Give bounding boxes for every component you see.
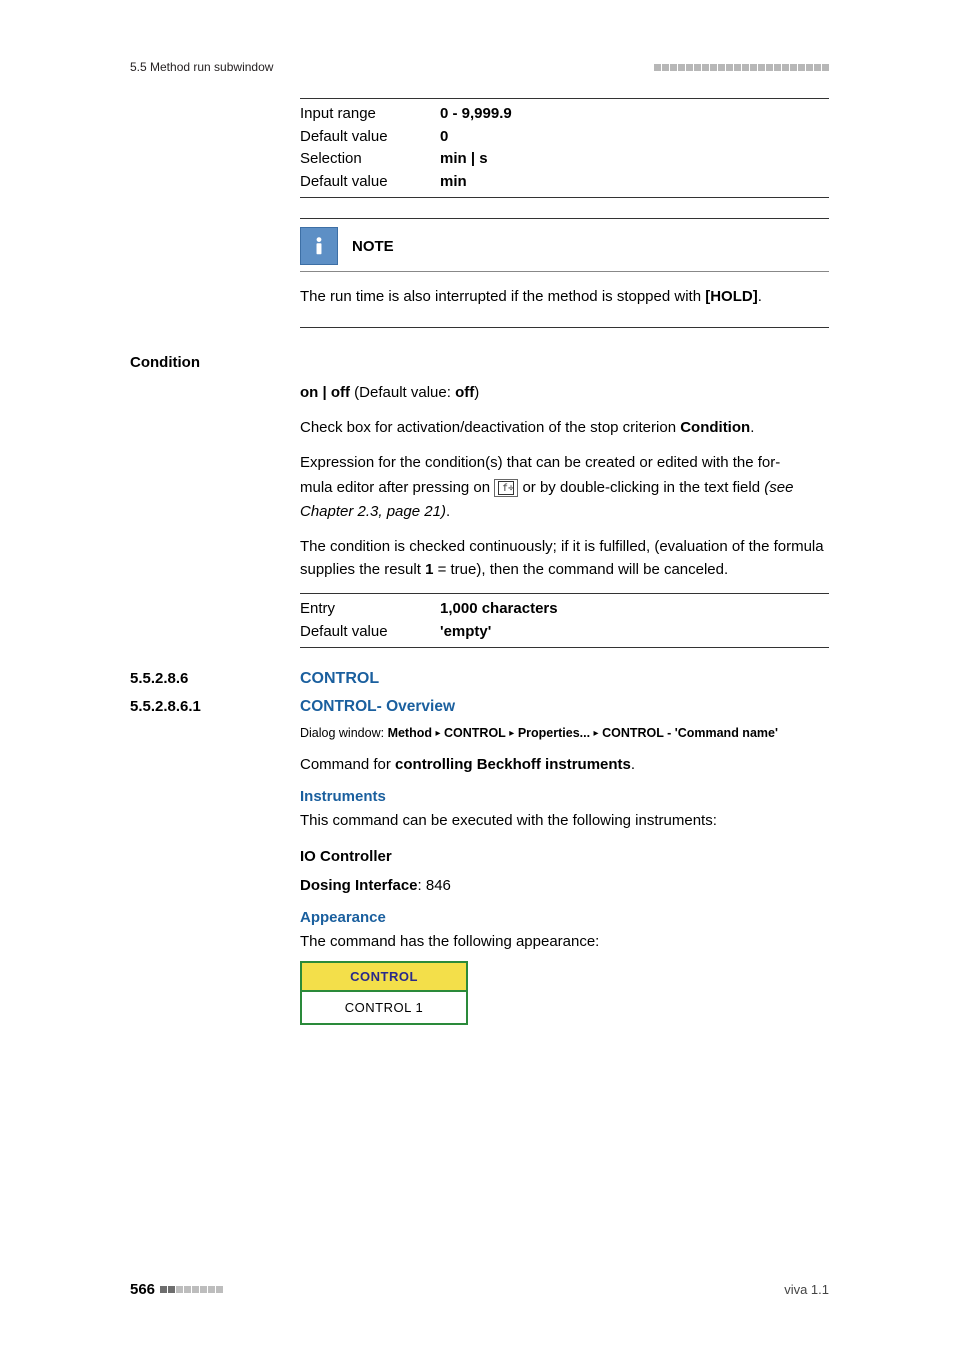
note-header: NOTE: [300, 227, 829, 272]
spec-row: Default value min: [300, 171, 829, 194]
section-title: CONTROL- Overview: [300, 698, 455, 716]
triangle-icon: ▸: [509, 728, 514, 739]
io-controller: IO Controller: [300, 845, 829, 868]
control-command-widget: CONTROL CONTROL 1: [300, 961, 468, 1025]
section-title: CONTROL: [300, 670, 379, 688]
dialog-part: Method: [388, 726, 432, 740]
triangle-icon: ▸: [594, 728, 599, 739]
dot: .: [446, 503, 450, 520]
spec-value: min | s: [440, 148, 488, 171]
subheading-instruments: Instruments: [300, 788, 829, 805]
dialog-part: Properties...: [518, 726, 590, 740]
footer-ornament: [159, 1286, 223, 1293]
appearance-desc: The command has the following appearance…: [300, 930, 829, 953]
spec-table-input-range: Input range 0 - 9,999.9 Default value 0 …: [300, 98, 829, 198]
condition-expression-line2: mula editor after pressing on f÷ or by d…: [300, 476, 829, 523]
info-icon: [300, 227, 338, 265]
triangle-icon: ▸: [435, 728, 440, 739]
spec-label: Input range: [300, 103, 440, 126]
control-command-desc: Command for controlling Beckhoff instrum…: [300, 753, 829, 776]
dosing-interface: Dosing Interface: 846: [300, 874, 829, 897]
spec-label: Default value: [300, 126, 440, 149]
spec-value: 1,000 characters: [440, 598, 558, 621]
page-header: 5.5 Method run subwindow: [130, 60, 829, 74]
condition-onoff: on | off (Default value: off): [300, 381, 829, 404]
spec-table-entry: Entry 1,000 characters Default value 'em…: [300, 593, 829, 648]
spec-row: Selection min | s: [300, 148, 829, 171]
text-pre: mula editor after pressing on: [300, 479, 494, 496]
page-footer: 566 viva 1.1: [130, 1281, 829, 1298]
header-section-label: 5.5 Method run subwindow: [130, 60, 273, 74]
spec-label: Default value: [300, 171, 440, 194]
subheading-appearance: Appearance: [300, 909, 829, 926]
dialog-label: Dialog window:: [300, 726, 384, 740]
note-title: NOTE: [352, 238, 394, 255]
spec-row: Default value 'empty': [300, 621, 829, 644]
section-number: 5.5.2.8.6: [130, 670, 300, 687]
section-number: 5.5.2.8.6.1: [130, 698, 300, 715]
spec-value: 0: [440, 126, 448, 149]
spec-value: 0 - 9,999.9: [440, 103, 512, 126]
footer-left: 566: [130, 1281, 223, 1298]
dialog-window-path: Dialog window: Method ▸ CONTROL ▸ Proper…: [300, 724, 829, 743]
condition-checkbox-desc: Check box for activation/deactivation of…: [300, 416, 829, 439]
note-box: NOTE The run time is also interrupted if…: [300, 218, 829, 328]
dialog-part: CONTROL: [444, 726, 506, 740]
spec-label: Selection: [300, 148, 440, 171]
control-widget-header: CONTROL: [302, 963, 466, 992]
dialog-part: CONTROL - 'Command name': [602, 726, 778, 740]
spec-row: Default value 0: [300, 126, 829, 149]
svg-text:f÷: f÷: [502, 483, 514, 494]
formula-editor-icon[interactable]: f÷: [494, 479, 518, 497]
spec-value: min: [440, 171, 467, 194]
instruments-desc: This command can be executed with the fo…: [300, 809, 829, 832]
spec-row: Entry 1,000 characters: [300, 598, 829, 621]
condition-check-desc: The condition is checked continuously; i…: [300, 535, 829, 582]
section-heading-control-overview: 5.5.2.8.6.1 CONTROL- Overview: [130, 698, 829, 716]
header-ornament: [653, 64, 829, 71]
condition-expression-line1: Expression for the condition(s) that can…: [300, 451, 829, 474]
note-body: The run time is also interrupted if the …: [300, 286, 829, 309]
spec-row: Input range 0 - 9,999.9: [300, 103, 829, 126]
section-heading-control: 5.5.2.8.6 CONTROL: [130, 670, 829, 688]
spec-value: 'empty': [440, 621, 491, 644]
side-heading-condition: Condition: [130, 354, 829, 371]
text-post: or by double-clicking in the text field: [518, 479, 764, 496]
control-widget-body: CONTROL 1: [302, 992, 466, 1023]
spec-label: Default value: [300, 621, 440, 644]
spec-label: Entry: [300, 598, 440, 621]
page-number: 566: [130, 1281, 155, 1298]
footer-version: viva 1.1: [784, 1282, 829, 1297]
